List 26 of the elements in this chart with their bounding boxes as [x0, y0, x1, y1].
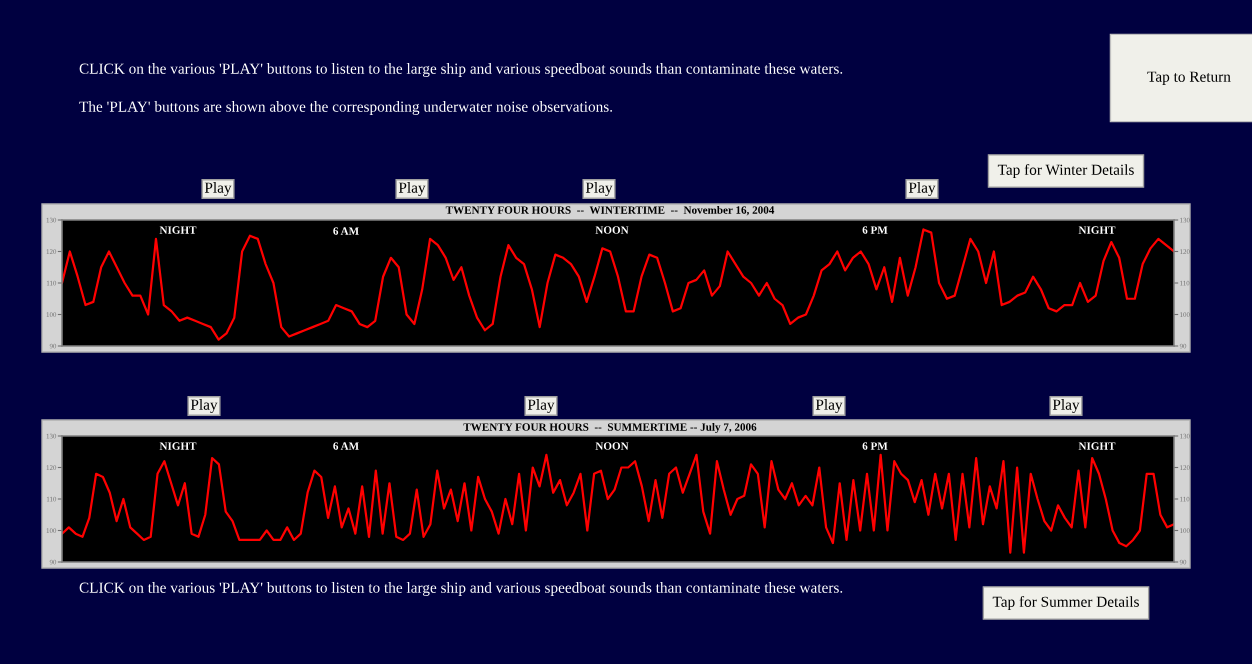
annotation: NOON: [595, 442, 629, 450]
annotation: NIGHT: [159, 442, 197, 450]
text: Play: [204, 182, 232, 196]
text: CLICK on the various 'PLAY' buttons to listen to the large ship and various speedboat sounds than contaminate these waters.: [79, 582, 843, 596]
annotation: NIGHT: [159, 226, 197, 234]
text: Tap for Winter Details: [997, 163, 1134, 179]
text: Play: [908, 182, 936, 196]
text: Tap to Return: [1147, 71, 1231, 85]
chart-title: TWENTY FOUR HOURS -- WINTERTIME -- November 16, 2004: [445, 205, 775, 216]
text: Play: [815, 399, 843, 413]
annotation: NOON: [595, 226, 629, 234]
text: Tap for Summer Details: [992, 595, 1139, 611]
text: The 'PLAY' buttons are shown above the corresponding underwater noise observations.: [79, 101, 613, 115]
annotation: 6 PM: [862, 226, 888, 234]
annotation: NIGHT: [1078, 226, 1116, 234]
text: Play: [585, 182, 613, 196]
annotation: NIGHT: [1078, 442, 1116, 450]
text: Play: [190, 399, 218, 413]
chart-title: TWENTY FOUR HOURS -- SUMMERTIME -- July 7, 2006: [463, 422, 757, 434]
annotation: 6 AM: [333, 227, 359, 235]
annotation: 6 PM: [862, 442, 888, 450]
text: Play: [1052, 399, 1080, 413]
text: Play: [527, 399, 555, 413]
text: Play: [398, 182, 426, 196]
text: CLICK on the various 'PLAY' buttons to listen to the large ship and various speedboat sounds than contaminate these waters.: [79, 63, 843, 77]
annotation: 6 AM: [333, 442, 359, 450]
